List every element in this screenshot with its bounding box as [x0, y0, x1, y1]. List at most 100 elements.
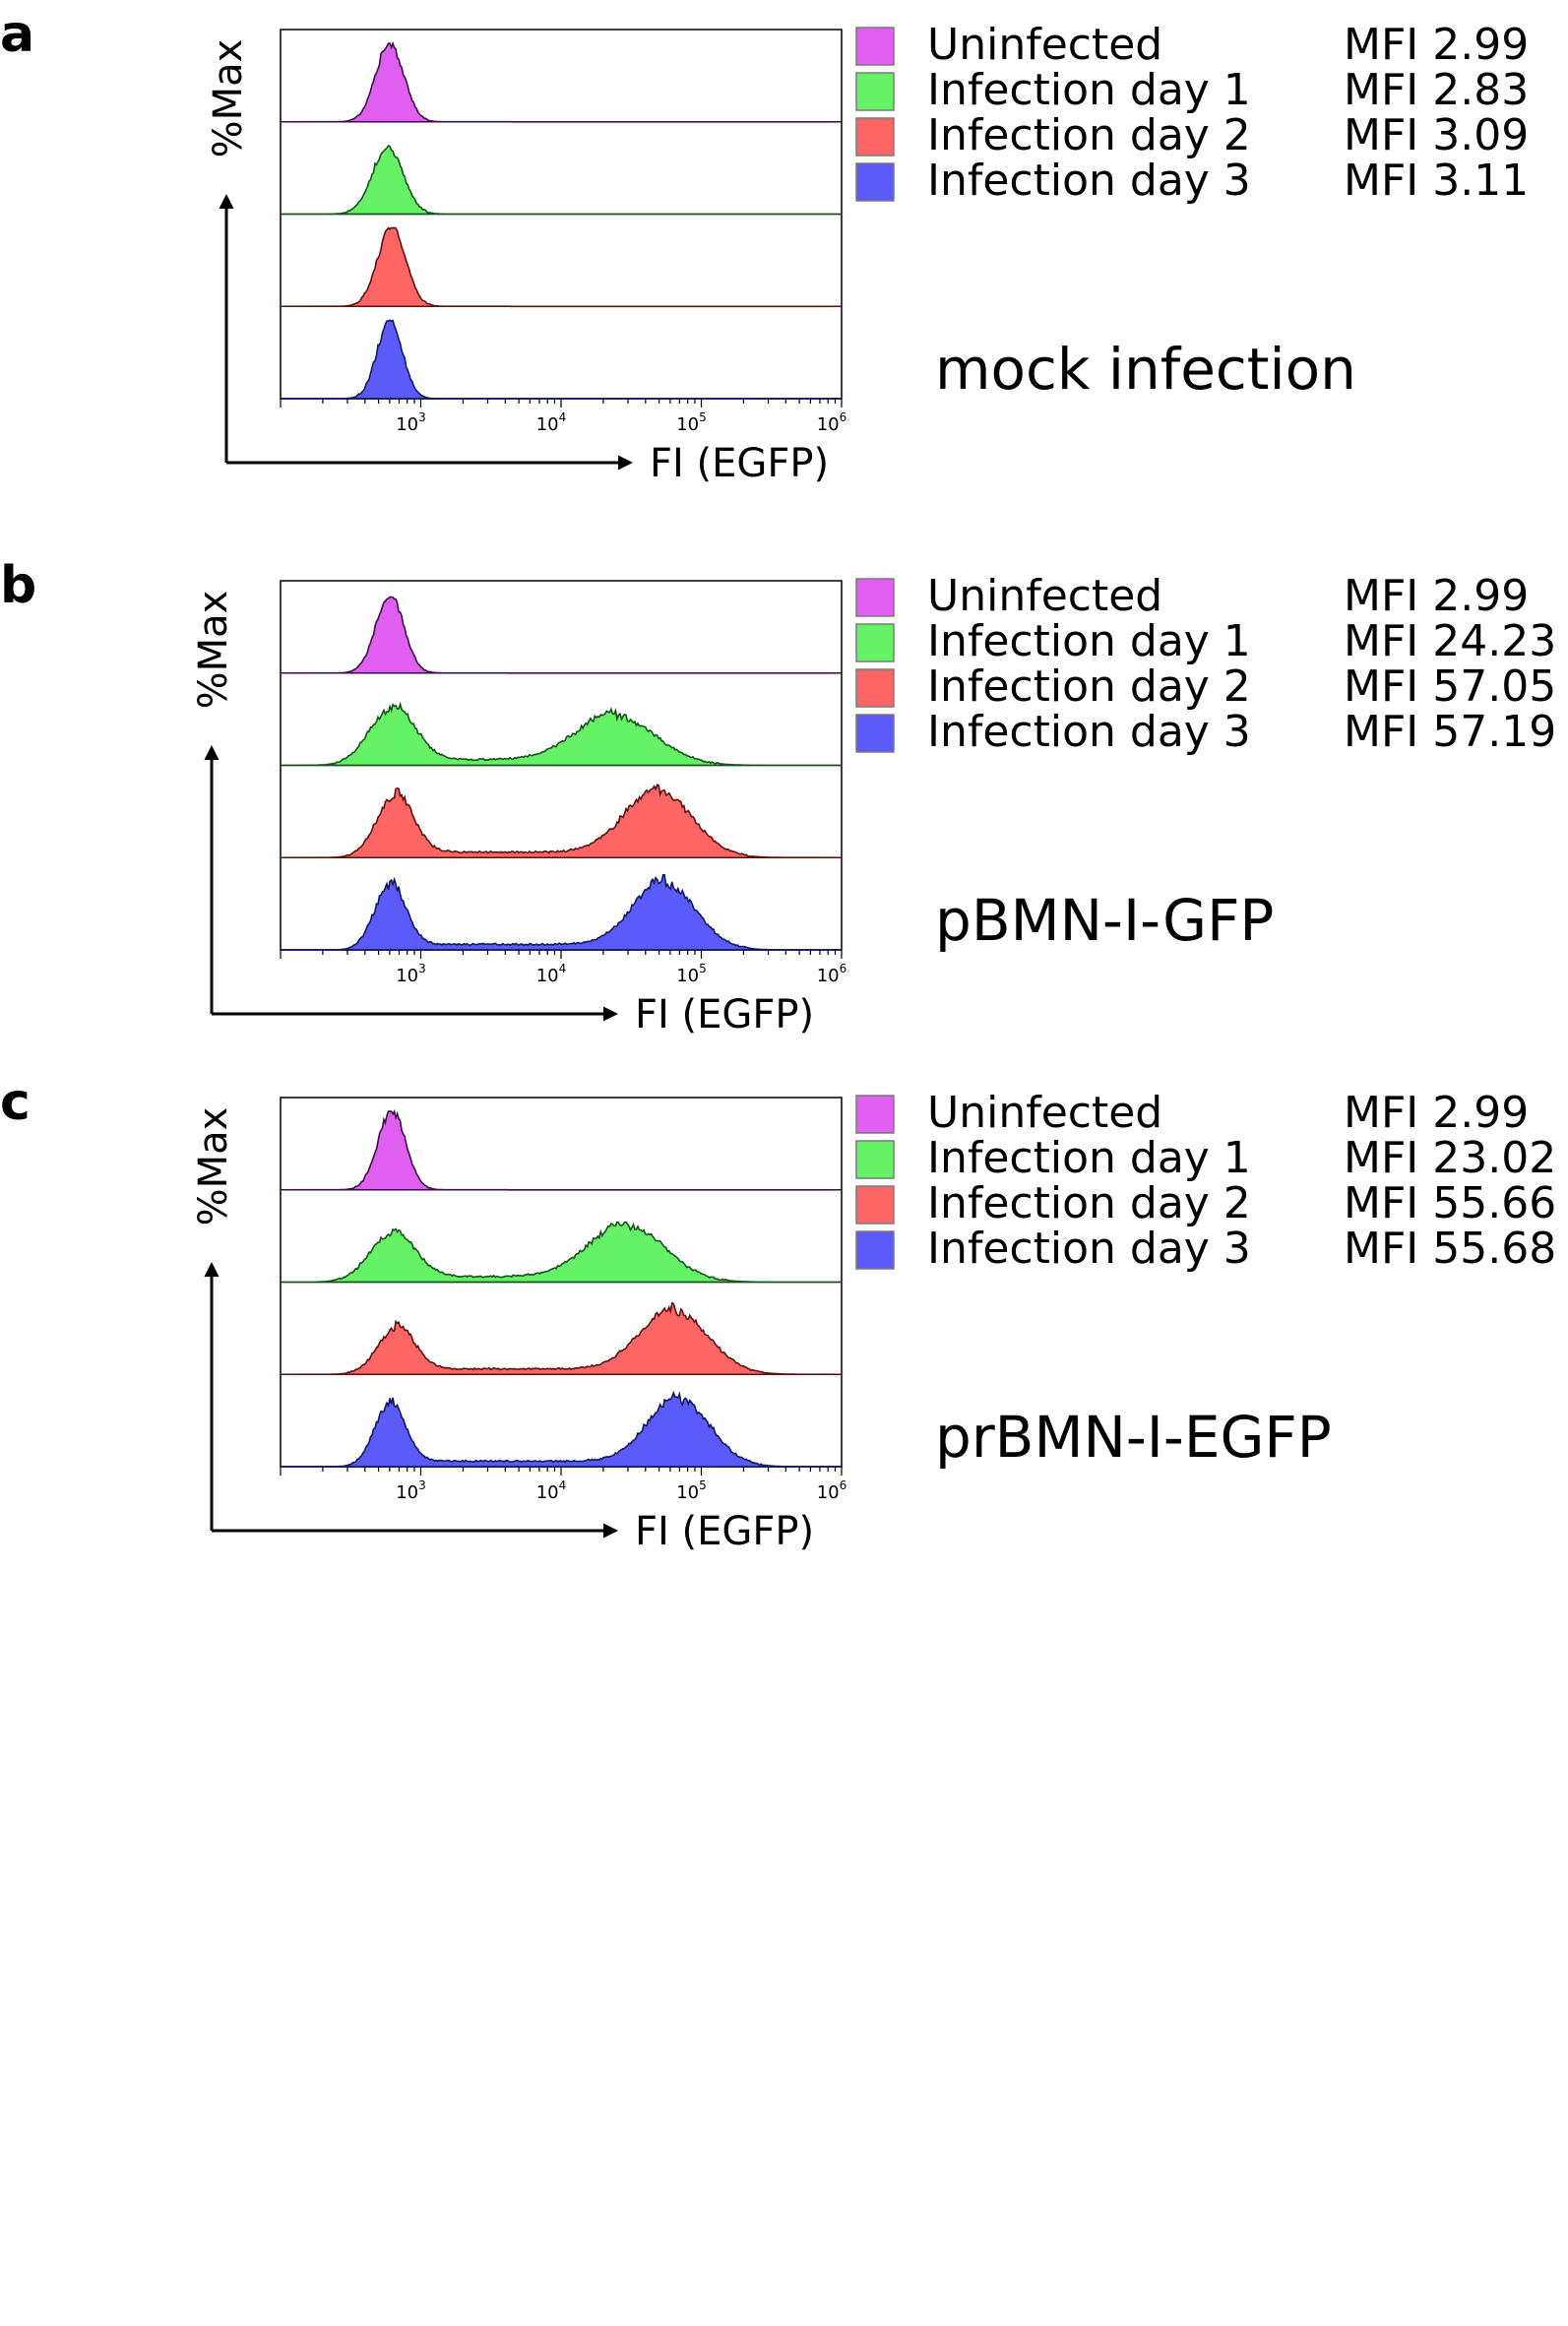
legend-mfi-value: MFI 55.68 [1344, 1224, 1556, 1274]
histogram-4 [281, 875, 842, 950]
legend-series-name: Infection day 1 [927, 65, 1251, 115]
legend-mfi-value: MFI 23.02 [1344, 1133, 1556, 1183]
legend-swatch [856, 624, 894, 661]
x-tick-label: 103 [396, 410, 426, 435]
legend-series-name: Infection day 3 [927, 707, 1251, 757]
tick-base: 10 [536, 414, 559, 435]
panel-title: pBMN-I-GFP [935, 887, 1274, 954]
histogram-2 [281, 146, 842, 215]
legend-mfi-value: MFI 3.09 [1344, 110, 1529, 160]
legend-swatch [856, 715, 894, 752]
histogram-1 [281, 1111, 842, 1190]
tick-exponent: 3 [418, 1478, 426, 1492]
x-tick-label: 106 [817, 410, 847, 435]
legend-series-name: Infection day 1 [927, 616, 1251, 666]
x-tick-label: 104 [536, 410, 567, 435]
x-tick-label: 106 [817, 962, 847, 986]
histogram-4 [281, 320, 842, 399]
tick-exponent: 5 [699, 1478, 707, 1492]
x-tick-label: 105 [676, 1478, 707, 1503]
x-tick-label: 105 [676, 962, 707, 986]
x-axis-label: FI (EGFP) [650, 441, 829, 486]
tick-exponent: 5 [699, 410, 707, 424]
legend-series-name: Infection day 3 [927, 156, 1251, 206]
histogram-2 [281, 705, 842, 766]
histogram-3 [281, 785, 842, 857]
tick-exponent: 6 [840, 410, 847, 424]
panel-label: c [0, 1073, 31, 1132]
legend-series-name: Infection day 2 [927, 110, 1251, 160]
legend-series-name: Infection day 3 [927, 1224, 1251, 1274]
legend-mfi-value: MFI 2.99 [1344, 571, 1529, 621]
tick-base: 10 [396, 1482, 418, 1503]
legend-series-name: Uninfected [927, 20, 1162, 70]
figure: a%MaxFI (EGFP)103 104 105 106Uninfected MFI … [0, 0, 1568, 2326]
tick-exponent: 4 [559, 1478, 567, 1492]
tick-base: 10 [536, 1482, 559, 1503]
legend-series-name: Infection day 1 [927, 1133, 1251, 1183]
legend-series-name: Infection day 2 [927, 661, 1251, 712]
legend-swatch [856, 669, 894, 707]
x-tick-label: 103 [396, 962, 426, 986]
legend-swatch [856, 1141, 894, 1178]
tick-base: 10 [817, 414, 840, 435]
tick-base: 10 [536, 966, 559, 986]
y-axis-label: %Max [191, 591, 236, 710]
x-tick-label: 104 [536, 1478, 567, 1503]
tick-exponent: 4 [559, 962, 567, 975]
tick-exponent: 5 [699, 962, 707, 975]
y-axis-label: %Max [191, 1107, 236, 1226]
x-tick-label: 104 [536, 962, 567, 986]
tick-exponent: 3 [418, 962, 426, 975]
panel-label: a [0, 5, 34, 64]
legend-mfi-value: MFI 2.83 [1344, 65, 1529, 115]
tick-base: 10 [676, 1482, 699, 1503]
legend-swatch [856, 1186, 894, 1224]
x-axis-label: FI (EGFP) [635, 1509, 814, 1554]
legend-mfi-value: MFI 2.99 [1344, 20, 1529, 70]
panel-title: prBMN-I-EGFP [935, 1404, 1332, 1471]
tick-base: 10 [396, 414, 418, 435]
tick-base: 10 [817, 1482, 840, 1503]
tick-exponent: 6 [840, 962, 847, 975]
legend-swatch [856, 73, 894, 110]
legend-mfi-value: MFI 57.19 [1344, 707, 1556, 757]
x-tick-label: 106 [817, 1478, 847, 1503]
legend-series-name: Uninfected [927, 1088, 1162, 1138]
x-axis-label: FI (EGFP) [635, 992, 814, 1037]
legend-mfi-value: MFI 3.11 [1344, 156, 1529, 206]
tick-base: 10 [676, 966, 699, 986]
tick-exponent: 3 [418, 410, 426, 424]
panel-title: mock infection [935, 336, 1356, 403]
legend-mfi-value: MFI 57.05 [1344, 661, 1556, 712]
histogram-3 [281, 1303, 842, 1374]
histogram-3 [281, 228, 842, 307]
legend-swatch [856, 1096, 894, 1133]
histogram-4 [281, 1393, 842, 1467]
tick-base: 10 [396, 966, 418, 986]
legend-swatch [856, 579, 894, 616]
legend-series-name: Uninfected [927, 571, 1162, 621]
histogram-2 [281, 1223, 842, 1283]
histogram-1 [281, 43, 842, 122]
x-tick-label: 105 [676, 410, 707, 435]
tick-exponent: 6 [840, 1478, 847, 1492]
panel-label: b [0, 556, 36, 615]
legend-mfi-value: MFI 2.99 [1344, 1088, 1529, 1138]
legend-swatch [856, 1231, 894, 1269]
legend-mfi-value: MFI 55.66 [1344, 1178, 1556, 1228]
y-axis-label: %Max [206, 39, 251, 158]
x-tick-label: 103 [396, 1478, 426, 1503]
tick-base: 10 [676, 414, 699, 435]
tick-base: 10 [817, 966, 840, 986]
legend-swatch [856, 28, 894, 65]
legend-swatch [856, 163, 894, 201]
tick-exponent: 4 [559, 410, 567, 424]
legend-mfi-value: MFI 24.23 [1344, 616, 1556, 666]
legend-swatch [856, 118, 894, 156]
legend-series-name: Infection day 2 [927, 1178, 1251, 1228]
histogram-1 [281, 597, 842, 672]
